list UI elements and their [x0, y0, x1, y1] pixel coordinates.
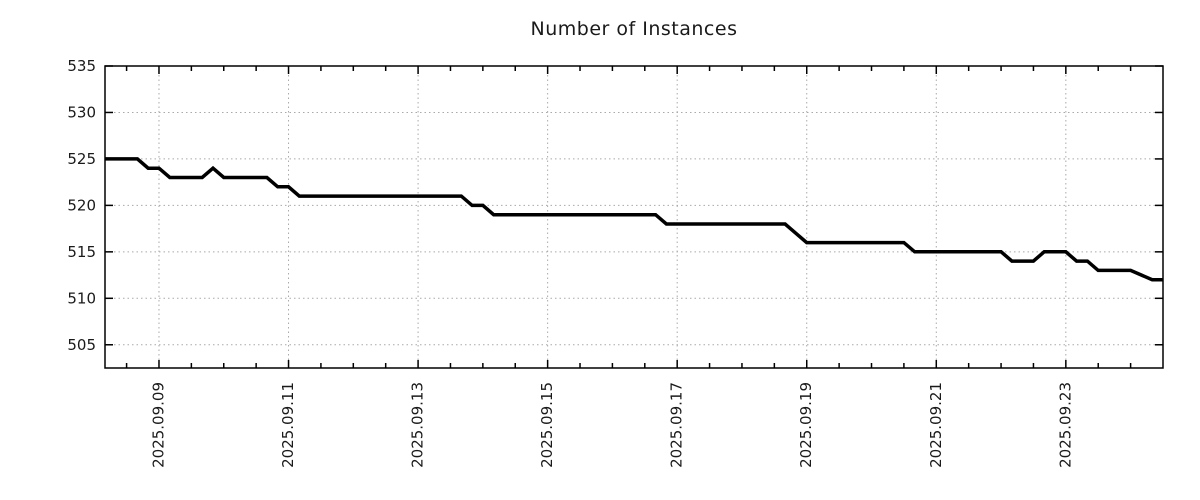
x-tick-labels: 2025.09.09 2025.09.11 2025.09.13 2025.09.15…	[149, 382, 1074, 468]
gridlines	[105, 66, 1163, 368]
x-tick-label: 2025.09.17	[668, 382, 686, 468]
x-tick-label: 2025.09.23	[1056, 382, 1074, 468]
x-tick-label: 2025.09.11	[279, 382, 297, 468]
x-tick-label: 2025.09.15	[538, 382, 556, 468]
y-tick-label: 535	[67, 57, 96, 75]
series-line	[105, 157, 1163, 282]
y-tick-label: 515	[67, 243, 96, 261]
x-tick-label: 2025.09.13	[409, 382, 427, 468]
y-tick-label: 525	[67, 150, 96, 168]
plot-border	[104, 65, 1164, 369]
x-tick-label: 2025.09.19	[797, 382, 815, 468]
chart-title: Number of Instances	[530, 18, 738, 40]
y-tick-labels: 505 510 515 520 525 530 535	[67, 57, 96, 354]
axis-ticks	[105, 65, 1163, 368]
y-tick-label: 510	[67, 289, 96, 307]
x-tick-label: 2025.09.09	[149, 382, 167, 468]
y-tick-label: 505	[67, 336, 96, 354]
y-tick-label: 530	[67, 103, 96, 121]
x-tick-label: 2025.09.21	[927, 382, 945, 468]
y-tick-label: 520	[67, 196, 96, 214]
